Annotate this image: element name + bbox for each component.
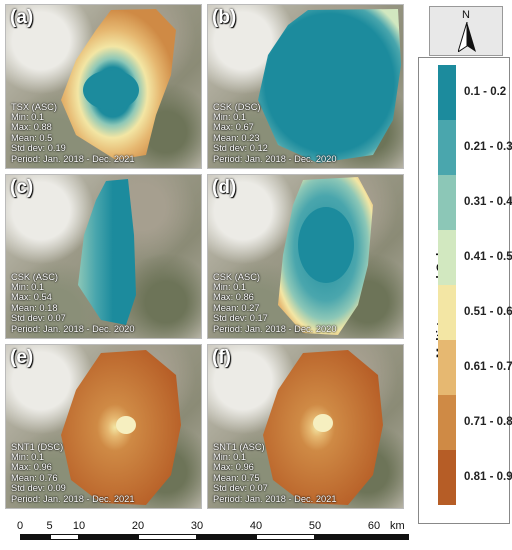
scale-tick-label: 50 bbox=[308, 520, 322, 532]
legend-label: 0.71 - 0.8 bbox=[464, 415, 512, 428]
legend-label: 0.41 - 0.5 bbox=[464, 250, 512, 263]
legend-swatch bbox=[438, 395, 456, 450]
stat-sensor: CSK (DSC) bbox=[213, 101, 261, 112]
panel-stats: TSX (ASC) Min: 0.1 Max: 0.88 Mean: 0.5 Std d… bbox=[11, 102, 135, 164]
stat-mean: Mean: 0.5 bbox=[11, 132, 53, 143]
scale-tick-label: 30 bbox=[190, 520, 204, 532]
stat-mean: Mean: 0.18 bbox=[11, 302, 58, 313]
coherence-legend: Multi-temporal Coherence 0.1 - 0.20.21 -… bbox=[418, 57, 512, 524]
map-panel-d: (d) CSK (ASC) Min: 0.1 Max: 0.86 Mean: 0.27 S… bbox=[207, 174, 404, 339]
scale-tick-label: 20 bbox=[131, 520, 145, 532]
stat-period: Period: Jan. 2018 - Dec. 2020 bbox=[213, 153, 337, 164]
stat-period: Period: Jan. 2018 - Dec. 2021 bbox=[213, 493, 337, 504]
stat-mean: Mean: 0.75 bbox=[213, 472, 260, 483]
stat-std: Std dev: 0.09 bbox=[11, 483, 66, 494]
legend-label: 0.51 - 0.6 bbox=[464, 305, 512, 318]
scale-segment bbox=[49, 534, 79, 540]
stat-min: Min: 0.1 bbox=[11, 111, 45, 122]
scale-bar: km 0 5 10 20 30 40 50 60 bbox=[12, 518, 412, 546]
stat-sensor: SNT1 (ASC) bbox=[213, 441, 265, 452]
scale-tick-label: 5 bbox=[46, 520, 53, 532]
panel-label: (f) bbox=[212, 347, 231, 368]
stat-sensor: SNT1 (DSC) bbox=[11, 441, 64, 452]
stat-min: Min: 0.1 bbox=[213, 451, 247, 462]
coherence-map bbox=[78, 179, 136, 325]
stat-sensor: TSX (ASC) bbox=[11, 101, 57, 112]
stat-period: Period: Jan. 2018 - Dec. 2021 bbox=[11, 153, 135, 164]
coherence-map bbox=[61, 350, 181, 505]
scale-segment bbox=[79, 534, 138, 540]
legend-swatch bbox=[438, 120, 456, 175]
map-panel-f: (f) SNT1 (ASC) Min: 0.1 Max: 0.96 Mean: 0.75… bbox=[207, 344, 404, 509]
stat-min: Min: 0.1 bbox=[213, 281, 247, 292]
coherence-map bbox=[278, 177, 373, 335]
coherence-map bbox=[61, 9, 176, 160]
scale-segment bbox=[315, 534, 374, 540]
legend-swatch bbox=[438, 175, 456, 230]
stat-min: Min: 0.1 bbox=[213, 111, 247, 122]
panel-stats: CSK (ASC) Min: 0.1 Max: 0.54 Mean: 0.18 Std … bbox=[11, 272, 135, 334]
stat-max: Max: 0.96 bbox=[11, 462, 52, 473]
map-panel-b: (b) CSK (DSC) Min: 0.1 Max: 0.67 Mean: 0.23 S… bbox=[207, 4, 404, 169]
legend-swatch bbox=[438, 65, 456, 120]
scale-segment bbox=[197, 534, 256, 540]
legend-label: 0.61 - 0.7 bbox=[464, 360, 512, 373]
stat-std: Std dev: 0.12 bbox=[213, 143, 268, 154]
map-panel-c: (c) CSK (ASC) Min: 0.1 Max: 0.54 Mean: 0.18 S… bbox=[5, 174, 202, 339]
stat-period: Period: Jan. 2018 - Dec. 2020 bbox=[213, 323, 337, 334]
stat-max: Max: 0.54 bbox=[11, 292, 52, 303]
legend-swatch bbox=[438, 285, 456, 340]
scale-tick-label: 10 bbox=[72, 520, 86, 532]
scale-segment bbox=[374, 534, 410, 540]
panel-stats: SNT1 (ASC) Min: 0.1 Max: 0.96 Mean: 0.75 Std… bbox=[213, 442, 337, 504]
legend-swatch bbox=[438, 340, 456, 395]
north-letter: N bbox=[462, 9, 470, 21]
stat-max: Max: 0.67 bbox=[213, 122, 254, 133]
stat-period: Period: Jan. 2018 - Dec. 2021 bbox=[11, 493, 135, 504]
stat-max: Max: 0.88 bbox=[11, 122, 52, 133]
legend-label: 0.81 - 0.96 bbox=[464, 470, 512, 483]
stat-std: Std dev: 0.07 bbox=[213, 483, 268, 494]
panel-stats: CSK (DSC) Min: 0.1 Max: 0.67 Mean: 0.23 Std … bbox=[213, 102, 337, 164]
stat-std: Std dev: 0.19 bbox=[11, 143, 66, 154]
legend-label: 0.31 - 0.4 bbox=[464, 195, 512, 208]
coherence-map bbox=[258, 9, 401, 163]
stat-sensor: CSK (ASC) bbox=[11, 271, 59, 282]
legend-swatch bbox=[438, 450, 456, 505]
stat-period: Period: Jan. 2018 - Dec. 2020 bbox=[11, 323, 135, 334]
scale-tick-label: 0 bbox=[16, 520, 24, 532]
legend-swatch bbox=[438, 230, 456, 285]
scale-segment bbox=[20, 534, 50, 540]
legend-label: 0.21 - 0.3 bbox=[464, 140, 512, 153]
panel-label: (d) bbox=[212, 177, 237, 198]
stat-max: Max: 0.86 bbox=[213, 292, 254, 303]
map-panel-a: (a) TSX (ASC) Min: 0.1 Max: 0.88 Mean: 0.5 St… bbox=[5, 4, 202, 169]
stat-sensor: CSK (ASC) bbox=[213, 271, 261, 282]
panel-label: (e) bbox=[10, 347, 34, 368]
stat-std: Std dev: 0.17 bbox=[213, 313, 268, 324]
stat-max: Max: 0.96 bbox=[213, 462, 254, 473]
stat-std: Std dev: 0.07 bbox=[11, 313, 66, 324]
scale-segment bbox=[256, 534, 315, 540]
coherence-map bbox=[263, 350, 383, 505]
panel-label: (b) bbox=[212, 7, 237, 28]
map-panel-e: (e) SNT1 (DSC) Min: 0.1 Max: 0.96 Mean: 0.76… bbox=[5, 344, 202, 509]
panel-label: (a) bbox=[10, 7, 34, 28]
stat-min: Min: 0.1 bbox=[11, 451, 45, 462]
scale-segment bbox=[138, 534, 197, 540]
north-arrow-icon bbox=[458, 22, 476, 52]
legend-label: 0.1 - 0.2 bbox=[464, 85, 507, 98]
stat-mean: Mean: 0.76 bbox=[11, 472, 58, 483]
legend-color-bar bbox=[438, 65, 456, 505]
panel-stats: SNT1 (DSC) Min: 0.1 Max: 0.96 Mean: 0.76 Std… bbox=[11, 442, 135, 504]
scale-tick-label: 60 bbox=[367, 520, 381, 532]
panel-stats: CSK (ASC) Min: 0.1 Max: 0.86 Mean: 0.27 Std … bbox=[213, 272, 337, 334]
panel-label: (c) bbox=[10, 177, 34, 198]
stat-mean: Mean: 0.27 bbox=[213, 302, 260, 313]
north-arrow: N bbox=[429, 6, 503, 56]
stat-mean: Mean: 0.23 bbox=[213, 132, 260, 143]
scale-tick-label: 40 bbox=[249, 520, 263, 532]
scale-unit: km bbox=[390, 520, 405, 532]
stat-min: Min: 0.1 bbox=[11, 281, 45, 292]
